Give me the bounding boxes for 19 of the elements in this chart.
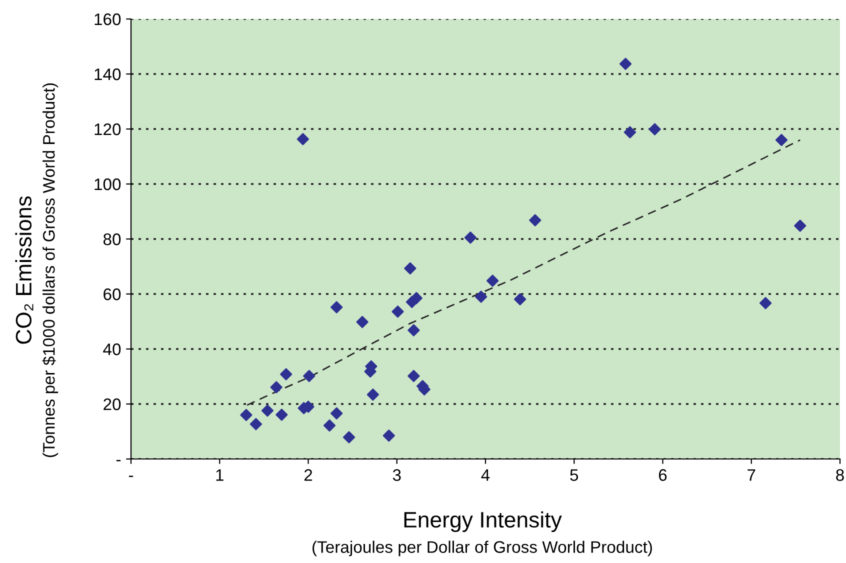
y-tick-label: 100 xyxy=(94,178,121,190)
x-tick-label: 7 xyxy=(748,469,756,481)
y-tick-label: 40 xyxy=(103,343,121,356)
x-tick-label: 2 xyxy=(304,469,312,481)
y-tick-label: 20 xyxy=(104,398,121,410)
y-axis-title: CO₂ Emissions (Tonnes per $1000 dollars of Gross World Product) xyxy=(15,83,58,458)
y-tick-label: 160 xyxy=(94,13,121,26)
y-tick-label: - xyxy=(116,460,121,462)
x-tick-label: 1 xyxy=(216,469,224,481)
x-axis-title: Energy Intensity (Terajoules per Dollar of Gross World Product) xyxy=(312,511,652,556)
x-tick-label: 4 xyxy=(481,469,490,481)
y-tick-label: 60 xyxy=(104,288,121,300)
x-tick-label: 8 xyxy=(836,469,844,481)
x-tick-label: 5 xyxy=(570,469,578,481)
x-tick-label: 3 xyxy=(392,469,401,481)
y-tick-label: 140 xyxy=(94,68,121,80)
y-tick-label: 120 xyxy=(94,123,121,136)
x-tick-label: 6 xyxy=(658,469,667,481)
y-tick-label: 80 xyxy=(103,233,121,246)
